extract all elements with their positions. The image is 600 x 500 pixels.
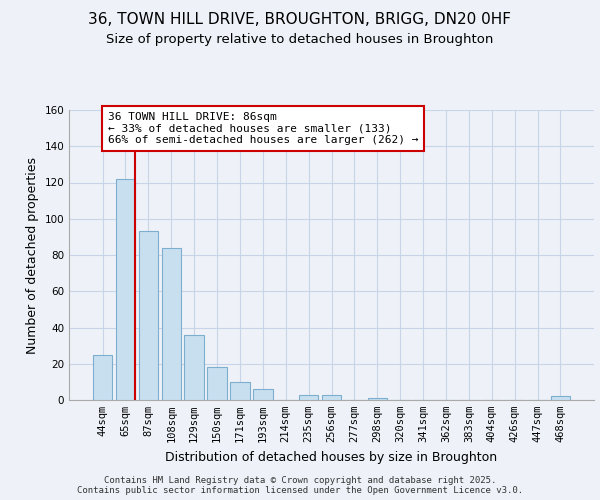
Bar: [230, 382, 250, 400]
Bar: [368, 398, 387, 400]
Bar: [161, 248, 181, 400]
Y-axis label: Number of detached properties: Number of detached properties: [26, 156, 39, 354]
Bar: [184, 335, 204, 400]
Text: Size of property relative to detached houses in Broughton: Size of property relative to detached ho…: [106, 32, 494, 46]
Text: 36 TOWN HILL DRIVE: 86sqm
← 33% of detached houses are smaller (133)
66% of semi: 36 TOWN HILL DRIVE: 86sqm ← 33% of detac…: [107, 112, 418, 145]
Bar: [322, 394, 341, 400]
Text: 36, TOWN HILL DRIVE, BROUGHTON, BRIGG, DN20 0HF: 36, TOWN HILL DRIVE, BROUGHTON, BRIGG, D…: [89, 12, 511, 28]
Bar: [208, 368, 227, 400]
Bar: [139, 232, 158, 400]
Bar: [116, 179, 135, 400]
Bar: [551, 396, 570, 400]
Bar: [299, 394, 319, 400]
Text: Contains HM Land Registry data © Crown copyright and database right 2025.
Contai: Contains HM Land Registry data © Crown c…: [77, 476, 523, 495]
Bar: [253, 389, 272, 400]
X-axis label: Distribution of detached houses by size in Broughton: Distribution of detached houses by size …: [166, 450, 497, 464]
Bar: [93, 354, 112, 400]
